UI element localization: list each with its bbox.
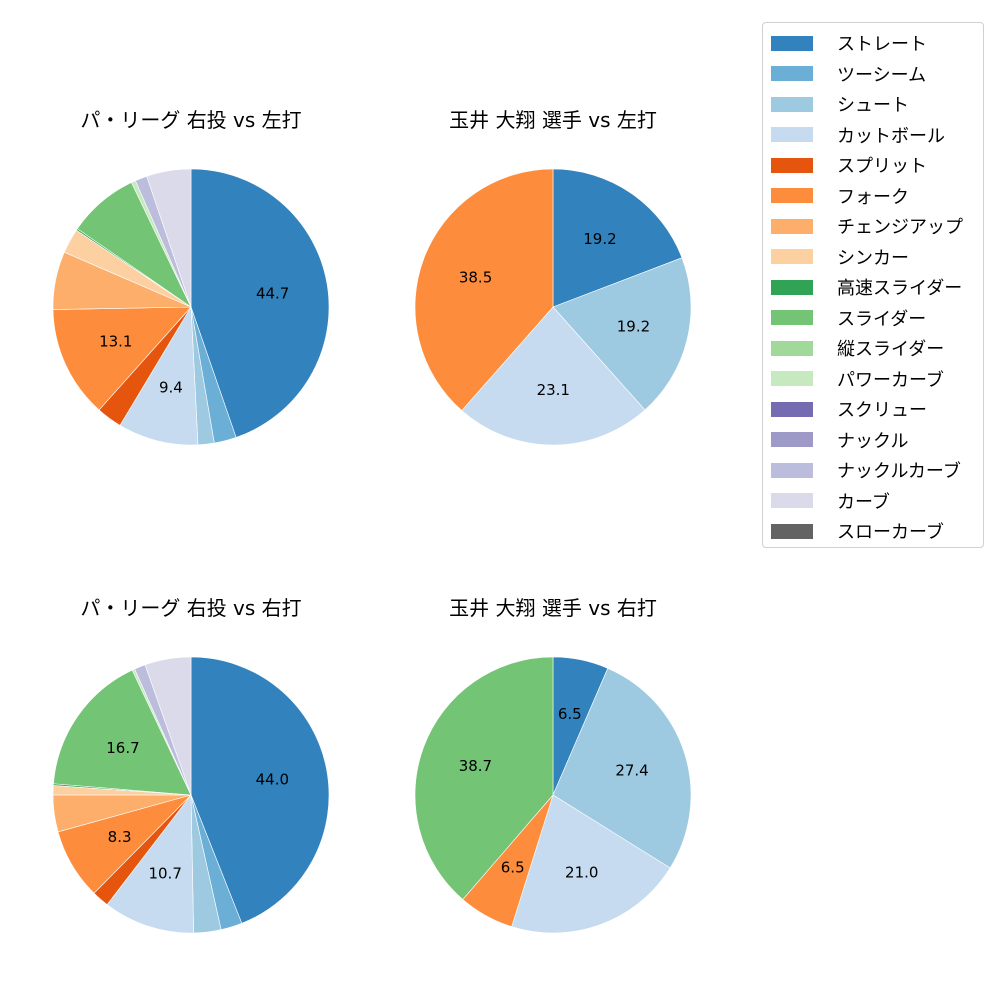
legend-item: パワーカーブ xyxy=(771,367,944,391)
slice-percent-label: 16.7 xyxy=(106,739,139,757)
legend-label: スライダー xyxy=(837,308,927,330)
legend-item: カットボール xyxy=(771,123,945,147)
legend-swatch xyxy=(771,127,813,142)
slice-percent-label: 10.7 xyxy=(148,865,181,883)
legend-label: パワーカーブ xyxy=(837,369,944,391)
chart-title: 玉井 大翔 選手 vs 右打 xyxy=(449,596,657,620)
chart-title: パ・リーグ 右投 vs 左打 xyxy=(80,108,302,132)
legend-swatch xyxy=(771,310,813,325)
slice-percent-label: 19.2 xyxy=(617,318,650,336)
pie-slice xyxy=(461,306,646,446)
legend-swatch xyxy=(771,157,813,173)
pie-slice xyxy=(144,656,192,796)
legend-swatch xyxy=(771,218,813,234)
pie-slice xyxy=(190,168,330,438)
legend-swatch xyxy=(771,371,813,386)
legend-label: 縦スライダー xyxy=(837,339,945,360)
slice-percent-label: 38.5 xyxy=(459,269,492,287)
legend-item: チェンジアップ xyxy=(771,214,963,238)
legend-label: ナックルカーブ xyxy=(837,461,961,482)
legend-swatch xyxy=(771,279,813,295)
legend-swatch xyxy=(771,462,813,478)
pie-slice xyxy=(106,794,194,934)
legend-label: チェンジアップ xyxy=(837,217,963,238)
pie-slice xyxy=(119,305,199,446)
slice-percent-label: 38.7 xyxy=(459,757,492,775)
chart-title: パ・リーグ 右投 vs 右打 xyxy=(80,596,302,620)
pie-chart: 19.2 19.2 23.1 38.5 xyxy=(414,168,692,446)
legend-item: 縦スライダー xyxy=(771,336,944,360)
pie-slice xyxy=(190,656,330,924)
legend-label: スクリュー xyxy=(837,400,927,421)
legend-swatch xyxy=(771,401,813,417)
legend-item: ナックルカーブ xyxy=(771,458,961,482)
legend-swatch xyxy=(771,66,813,81)
legend-swatch xyxy=(771,249,813,264)
legend-label: シュート xyxy=(837,95,909,116)
slice-percent-label: 19.2 xyxy=(583,230,616,248)
legend-item: ナックル xyxy=(771,428,908,452)
legend-item: フォーク xyxy=(771,184,909,208)
pie-slice xyxy=(53,669,192,796)
legend-item: スプリット xyxy=(771,153,927,177)
legend-swatch xyxy=(771,523,813,539)
legend-item: カーブ xyxy=(771,489,890,513)
chart-title: 玉井 大翔 選手 vs 左打 xyxy=(449,108,657,132)
slice-percent-label: 21.0 xyxy=(565,864,598,882)
legend-swatch xyxy=(771,493,813,508)
pie-slice xyxy=(552,257,692,411)
legend-item: シンカー xyxy=(771,245,909,269)
pie-slice xyxy=(52,306,192,411)
slice-percent-label: 44.7 xyxy=(256,284,289,302)
slice-percent-label: 6.5 xyxy=(501,858,525,876)
legend-item: ストレート xyxy=(771,31,927,55)
legend-label: フォーク xyxy=(837,186,909,208)
legend-item: 高速スライダー xyxy=(771,275,962,299)
legend-item: スローカーブ xyxy=(771,519,944,543)
legend-swatch xyxy=(771,35,813,51)
legend-item: ツーシーム xyxy=(771,62,926,86)
pie-slice xyxy=(552,667,692,869)
legend-label: ツーシーム xyxy=(837,64,927,86)
pie-slice xyxy=(414,168,554,411)
legend-label: 高速スライダー xyxy=(837,278,963,299)
legend-label: カーブ xyxy=(837,491,890,513)
legend-label: スローカーブ xyxy=(837,522,944,543)
pie-slice xyxy=(146,168,192,308)
slice-percent-label: 44.0 xyxy=(256,770,289,788)
legend-swatch xyxy=(771,432,813,447)
legend-swatch xyxy=(771,340,813,356)
legend-swatch xyxy=(771,188,813,203)
slice-percent-label: 23.1 xyxy=(537,381,570,399)
legend-label: カットボール xyxy=(837,125,945,147)
slice-percent-label: 9.4 xyxy=(159,378,183,396)
legend-item: スライダー xyxy=(771,306,926,330)
slice-percent-label: 8.3 xyxy=(108,828,132,846)
legend-label: スプリット xyxy=(837,156,927,177)
legend-item: スクリュー xyxy=(771,397,927,421)
pie-chart: 44.7 9.4 13.1 xyxy=(52,168,330,446)
slice-percent-label: 13.1 xyxy=(99,333,132,351)
legend-label: ナックル xyxy=(837,430,909,452)
legend: ストレートツーシームシュートカットボール スプリットフォークチェンジアップ シンカー… xyxy=(762,22,984,548)
legend-label: ストレート xyxy=(837,34,927,55)
pie-slice xyxy=(552,168,683,308)
pie-chart: 44.0 10.7 8.3 16.7 xyxy=(52,656,330,934)
legend-label: シンカー xyxy=(837,247,909,269)
pie-chart: 6.5 27.4 21.0 6.5 38.7 xyxy=(414,656,692,934)
slice-percent-label: 27.4 xyxy=(615,761,648,779)
slice-percent-label: 6.5 xyxy=(558,705,582,723)
legend-swatch xyxy=(771,96,813,112)
pie-slice xyxy=(414,656,554,900)
pie-slice xyxy=(511,794,671,934)
legend-item: シュート xyxy=(771,92,909,116)
